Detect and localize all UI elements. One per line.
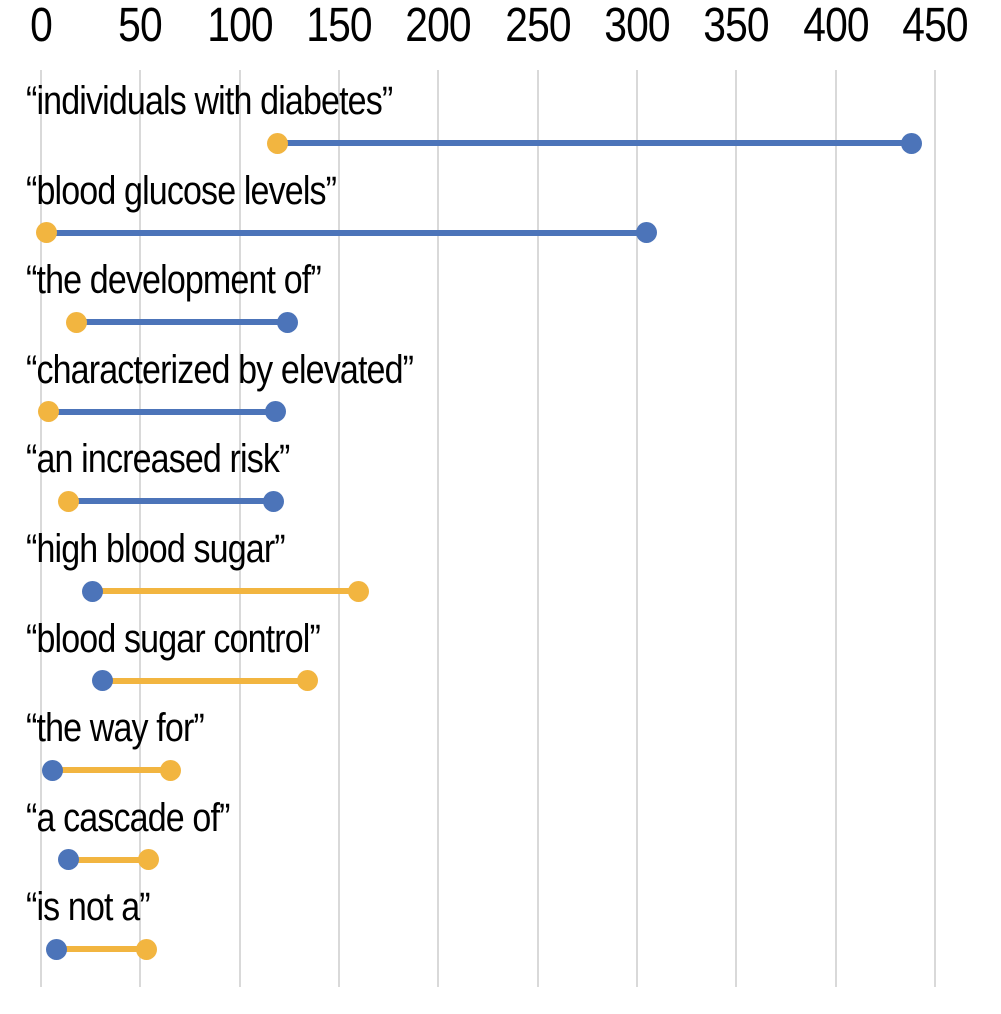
blue-dot [82, 580, 104, 602]
x-gridline [40, 70, 42, 987]
connector-line [46, 229, 647, 236]
category-label: “is not a” [26, 885, 151, 930]
x-tick-label: 0 [30, 0, 53, 52]
orange-dot [266, 132, 288, 154]
blue-dot [264, 401, 286, 423]
blue-dot [92, 670, 114, 692]
x-tick-label: 350 [703, 0, 770, 52]
x-tick-label: 150 [306, 0, 372, 52]
x-tick-label: 50 [118, 0, 163, 52]
category-label: “an increased risk” [26, 437, 290, 482]
connector-line [68, 498, 274, 505]
category-label: “a cascade of” [26, 795, 230, 840]
x-gridline [834, 70, 837, 987]
orange-dot [159, 759, 181, 781]
connector-line [68, 856, 149, 863]
category-label: “blood glucose levels” [26, 168, 337, 213]
blue-dot [58, 849, 80, 871]
x-tick-label: 300 [604, 0, 670, 52]
x-tick-label: 200 [405, 0, 472, 52]
orange-dot [38, 401, 60, 423]
connector-line [102, 677, 308, 684]
x-gridline [238, 70, 241, 987]
category-label: “individuals with diabetes” [26, 79, 393, 123]
category-label: “the development of” [26, 258, 322, 303]
connector-line [277, 140, 912, 146]
x-gridline [338, 70, 340, 987]
connector-line [76, 319, 288, 326]
x-tick-label: 450 [902, 0, 968, 52]
connector-line [52, 767, 171, 774]
orange-dot [135, 938, 157, 960]
category-label: “characterized by elevated” [26, 347, 414, 392]
orange-dot [296, 670, 318, 692]
x-tick-label: 400 [802, 0, 869, 52]
x-gridline [934, 70, 936, 987]
x-gridline [735, 70, 738, 987]
blue-dot [900, 132, 922, 154]
x-gridline [437, 70, 440, 987]
orange-dot [66, 311, 88, 333]
x-gridline [139, 70, 142, 987]
x-gridline [536, 70, 539, 987]
blue-dot [46, 938, 68, 960]
x-gridline [636, 70, 638, 987]
category-label: “the way for” [26, 706, 205, 751]
blue-dot [276, 311, 298, 333]
orange-dot [58, 490, 80, 512]
orange-dot [348, 580, 370, 602]
blue-dot [262, 490, 284, 512]
connector-line [56, 946, 147, 953]
orange-dot [36, 222, 58, 244]
connector-line [48, 408, 276, 415]
x-tick-label: 250 [504, 0, 571, 52]
connector-line [92, 588, 359, 594]
blue-dot [636, 222, 658, 244]
orange-dot [137, 849, 159, 871]
x-tick-label: 100 [206, 0, 273, 52]
blue-dot [42, 759, 64, 781]
category-label: “blood sugar control” [26, 616, 321, 661]
category-label: “high blood sugar” [26, 527, 286, 571]
